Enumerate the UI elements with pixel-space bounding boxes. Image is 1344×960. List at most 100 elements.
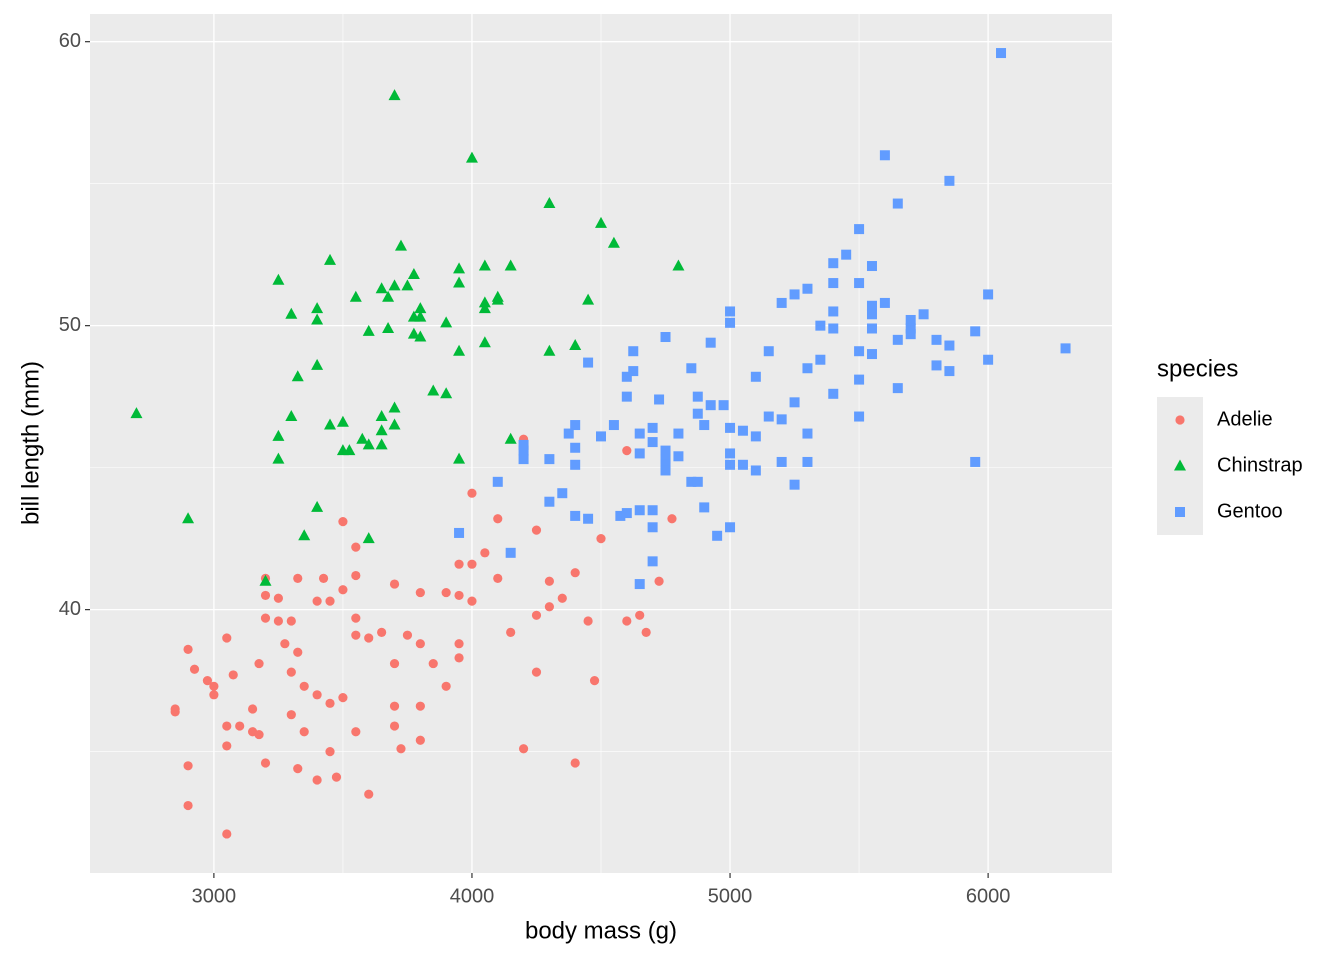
point [543,197,556,209]
point [311,358,324,370]
point [202,676,213,686]
point [272,452,285,464]
point [407,327,420,339]
point [286,710,296,720]
point [686,363,697,374]
point [518,454,529,465]
point [789,479,800,490]
point [879,297,890,308]
point [944,340,955,351]
point [286,667,296,677]
point [802,456,813,467]
x-tick-label: 4000 [450,885,495,907]
point [660,454,671,465]
point [389,579,400,589]
point [351,613,361,623]
point [544,576,554,586]
point [621,371,632,382]
legend-label: Gentoo [1217,500,1283,522]
point [815,354,826,365]
point [235,721,245,731]
series [454,48,1071,590]
point [570,568,580,578]
point [705,400,716,411]
point [672,259,685,271]
point [453,276,466,288]
point [570,510,581,521]
point [388,279,401,291]
point [647,437,658,448]
point [272,429,285,441]
point [377,627,387,637]
point [375,282,388,294]
point [647,422,658,433]
y-tick-label: 50 [59,314,81,336]
point [892,383,903,394]
point [544,454,555,465]
point [351,570,361,581]
point [467,559,477,569]
point [291,370,304,382]
point [402,630,413,640]
point [970,326,981,337]
point [254,658,264,669]
point [336,415,349,427]
point [183,800,193,811]
point [414,302,427,314]
point [505,547,516,558]
point [382,321,395,333]
legend-title: species [1157,355,1238,382]
point [453,344,466,356]
point [854,374,865,385]
point [608,420,619,431]
y-axis-title: bill length (mm) [17,361,44,525]
point [389,701,400,711]
x-axis-title: body mass (g) [525,917,677,944]
point [892,334,903,345]
point [654,576,664,586]
point [272,273,285,285]
point [415,735,425,745]
point [776,297,787,308]
point [273,616,283,626]
point [518,439,529,450]
point [338,516,348,527]
point [331,772,342,782]
point [254,729,264,740]
point [312,596,322,606]
point [854,224,865,235]
point [828,306,839,317]
point [615,510,626,521]
point [705,337,716,348]
point [356,432,369,444]
point [712,530,723,541]
point [983,354,994,365]
point [789,397,800,408]
point [312,690,322,700]
point [543,344,556,356]
point [453,452,466,464]
point [931,334,942,345]
point [260,758,271,768]
point [454,590,464,601]
point [531,610,542,620]
point [718,400,729,411]
point [467,596,477,606]
point [293,647,303,657]
x-tick-label: 3000 [192,885,237,907]
point [414,310,427,322]
point [338,585,348,595]
point [504,259,517,271]
point [996,48,1007,59]
point [441,587,451,598]
point [293,573,303,583]
point [569,339,582,351]
point [427,384,440,396]
point [375,410,388,422]
point [209,681,219,691]
point [454,639,464,649]
point [660,459,671,470]
point [364,633,374,643]
point [699,502,710,513]
